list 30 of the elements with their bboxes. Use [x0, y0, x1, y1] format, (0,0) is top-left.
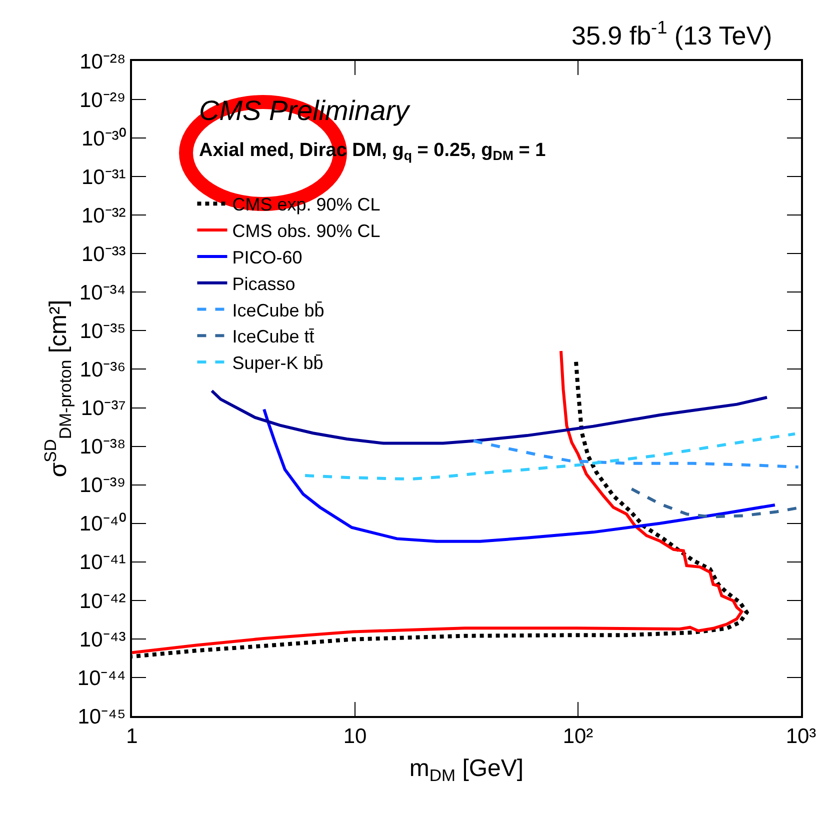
x-tick-label: 1	[126, 725, 138, 748]
y-tick-label: 10⁻³⁴	[79, 282, 126, 305]
y-tick-label: 10⁻³⁷	[80, 397, 126, 420]
y-tick-label: 10⁻³¹	[81, 166, 126, 189]
legend-label: Picasso	[232, 274, 296, 294]
y-tick-label: 10⁻⁴⁰	[79, 512, 126, 536]
legend-label: Super-K bb̄	[232, 353, 324, 374]
legend-label: PICO-60	[232, 247, 302, 268]
y-tick-label: 10⁻³⁵	[80, 320, 126, 344]
legend-label: IceCube bb̄	[232, 300, 324, 320]
y-tick-label: 10⁻³⁶	[80, 358, 126, 382]
y-tick-label: 10⁻⁴¹	[79, 551, 126, 574]
y-tick-label: 10⁻⁴²	[79, 590, 126, 613]
y-tick-label: 10⁻⁴³	[79, 628, 126, 652]
y-tick-label: 10⁻⁴⁴	[77, 666, 126, 690]
legend-label: CMS obs. 90% CL	[232, 221, 380, 242]
y-tick-label: 10⁻²⁹	[79, 88, 126, 112]
legend-label: IceCube tt̄	[232, 326, 315, 347]
x-tick-label: 10²	[562, 725, 594, 748]
chart-title: 35.9 fb$^{-1}$ (13 TeV)	[572, 17, 772, 50]
y-tick-label: 10⁻³⁸	[80, 436, 126, 459]
y-tick-label: 10⁻³³	[81, 243, 126, 266]
x-axis-title: m$_{DM}$ [GeV]	[409, 755, 524, 786]
y-tick-label: 10⁻³⁹	[79, 474, 126, 498]
y-tick-label: 10⁻³²	[81, 204, 126, 228]
y-tick-label: 10⁻³⁰	[81, 127, 126, 150]
x-tick-label: 10³	[786, 725, 816, 748]
y-tick-label: 10⁻⁴⁵	[78, 705, 126, 728]
x-tick-label: 10	[343, 725, 367, 748]
y-tick-label: 10⁻²⁸	[80, 50, 126, 74]
